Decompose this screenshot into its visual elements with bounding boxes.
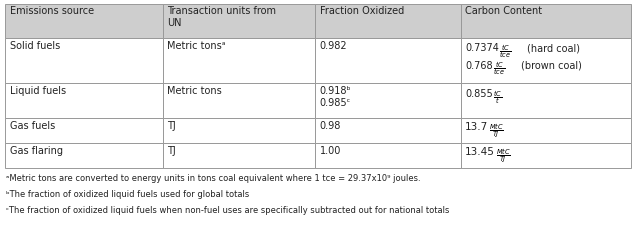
Bar xyxy=(5,83,163,118)
Bar xyxy=(163,38,315,83)
Text: 0.918ᵇ
0.985ᶜ: 0.918ᵇ 0.985ᶜ xyxy=(319,86,351,108)
Text: 0.855: 0.855 xyxy=(465,89,493,99)
Bar xyxy=(5,38,163,83)
Bar xyxy=(163,4,315,38)
Text: Metric tons: Metric tons xyxy=(167,86,222,96)
Bar xyxy=(163,143,315,168)
Bar xyxy=(460,4,631,38)
Text: 0.768: 0.768 xyxy=(465,61,493,71)
Text: Gas flaring: Gas flaring xyxy=(10,146,62,156)
Text: TJ: TJ xyxy=(167,121,176,131)
Text: Metric tonsᵃ: Metric tonsᵃ xyxy=(167,41,226,51)
Text: Fraction Oxidized: Fraction Oxidized xyxy=(319,6,404,16)
Bar xyxy=(5,4,163,38)
Text: Carbon Content: Carbon Content xyxy=(465,6,543,16)
Text: ᶜThe fraction of oxidized liquid fuels when non-fuel uses are specifically subtr: ᶜThe fraction of oxidized liquid fuels w… xyxy=(6,206,450,215)
Text: $\mathit{\frac{MtC}{TJ}}$: $\mathit{\frac{MtC}{TJ}}$ xyxy=(496,147,511,165)
Bar xyxy=(315,83,460,118)
Text: $\mathit{\frac{tC}{t}}$: $\mathit{\frac{tC}{t}}$ xyxy=(493,89,502,107)
Text: 0.7374: 0.7374 xyxy=(465,43,499,53)
Text: Gas fuels: Gas fuels xyxy=(10,121,55,131)
Text: 0.98: 0.98 xyxy=(319,121,341,131)
Bar xyxy=(163,83,315,118)
Text: 1.00: 1.00 xyxy=(319,146,341,156)
Text: 13.7: 13.7 xyxy=(465,122,488,132)
Text: ᵃMetric tons are converted to energy units in tons coal equivalent where 1 tce =: ᵃMetric tons are converted to energy uni… xyxy=(6,174,421,183)
Bar xyxy=(163,118,315,143)
Bar xyxy=(315,118,460,143)
Text: Transaction units from
UN: Transaction units from UN xyxy=(167,6,276,28)
Text: 13.45: 13.45 xyxy=(465,147,495,157)
Bar xyxy=(315,143,460,168)
Bar xyxy=(5,118,163,143)
Text: 0.982: 0.982 xyxy=(319,41,347,51)
Bar xyxy=(460,143,631,168)
Bar xyxy=(5,143,163,168)
Text: Solid fuels: Solid fuels xyxy=(10,41,60,51)
Text: Liquid fuels: Liquid fuels xyxy=(10,86,66,96)
Text: $\mathit{\frac{tC}{tce}}$: $\mathit{\frac{tC}{tce}}$ xyxy=(499,44,511,61)
Text: Emissions source: Emissions source xyxy=(10,6,93,16)
Text: (brown coal): (brown coal) xyxy=(521,61,582,71)
Text: $\mathit{\frac{tC}{tce}}$: $\mathit{\frac{tC}{tce}}$ xyxy=(493,61,505,78)
Bar xyxy=(315,38,460,83)
Bar xyxy=(460,38,631,83)
Text: (hard coal): (hard coal) xyxy=(527,43,580,53)
Bar xyxy=(460,83,631,118)
Bar xyxy=(460,118,631,143)
Bar xyxy=(315,4,460,38)
Text: ᵇThe fraction of oxidized liquid fuels used for global totals: ᵇThe fraction of oxidized liquid fuels u… xyxy=(6,190,249,199)
Text: $\mathit{\frac{MtC}{TJ}}$: $\mathit{\frac{MtC}{TJ}}$ xyxy=(489,122,504,140)
Text: TJ: TJ xyxy=(167,146,176,156)
